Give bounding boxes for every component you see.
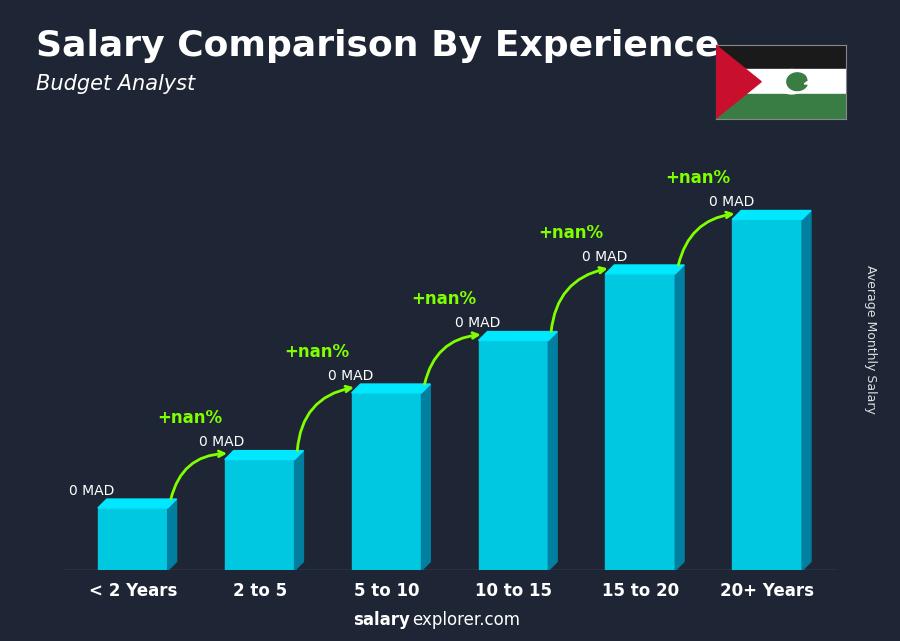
Text: +nan%: +nan% <box>665 169 730 187</box>
Text: Budget Analyst: Budget Analyst <box>36 74 195 94</box>
Text: 0 MAD: 0 MAD <box>69 484 115 498</box>
Text: +nan%: +nan% <box>411 290 476 308</box>
Polygon shape <box>98 499 176 508</box>
Polygon shape <box>421 384 430 570</box>
Text: 0 MAD: 0 MAD <box>709 196 754 209</box>
Text: 0 MAD: 0 MAD <box>582 250 627 263</box>
Bar <box>716 94 846 119</box>
Polygon shape <box>225 451 303 460</box>
Bar <box>98 508 167 570</box>
Text: Salary Comparison By Experience: Salary Comparison By Experience <box>36 29 719 63</box>
Polygon shape <box>733 210 811 219</box>
Bar <box>352 393 421 570</box>
Text: 0 MAD: 0 MAD <box>199 435 244 449</box>
Text: salary: salary <box>353 612 410 629</box>
Text: Average Monthly Salary: Average Monthly Salary <box>865 265 878 414</box>
Bar <box>716 69 846 94</box>
Bar <box>716 45 846 69</box>
Polygon shape <box>352 384 430 393</box>
Polygon shape <box>675 265 684 570</box>
Text: +nan%: +nan% <box>158 409 222 427</box>
Polygon shape <box>805 76 820 88</box>
Polygon shape <box>716 45 761 119</box>
Bar <box>479 340 548 570</box>
Text: +nan%: +nan% <box>284 343 349 361</box>
Bar <box>225 460 294 570</box>
Bar <box>606 274 675 570</box>
Polygon shape <box>606 265 684 274</box>
Polygon shape <box>167 499 176 570</box>
Text: 0 MAD: 0 MAD <box>328 369 374 383</box>
Polygon shape <box>778 70 806 94</box>
Text: 0 MAD: 0 MAD <box>455 317 500 330</box>
Bar <box>733 219 802 570</box>
Polygon shape <box>548 331 557 570</box>
Polygon shape <box>787 73 807 90</box>
Polygon shape <box>802 210 811 570</box>
Polygon shape <box>479 331 557 340</box>
Text: +nan%: +nan% <box>538 224 603 242</box>
Text: explorer.com: explorer.com <box>412 612 520 629</box>
Polygon shape <box>294 451 303 570</box>
